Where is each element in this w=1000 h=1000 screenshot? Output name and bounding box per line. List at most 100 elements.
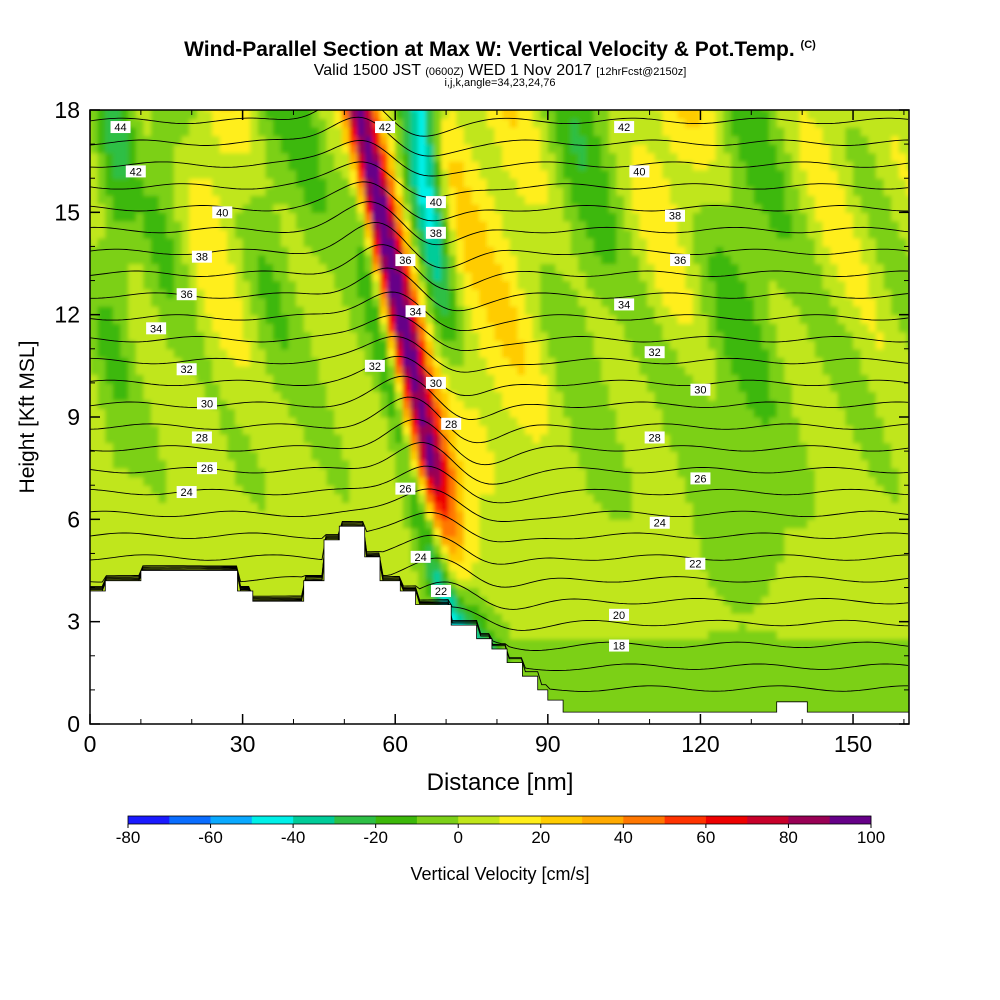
velocity-cell [395, 434, 404, 444]
velocity-cell [471, 553, 480, 563]
velocity-cell [318, 161, 328, 171]
utc-time: (0600Z) [425, 66, 464, 78]
velocity-cell [532, 374, 541, 384]
velocity-cell [135, 220, 144, 230]
velocity-cell [380, 195, 389, 205]
velocity-cell [219, 544, 228, 554]
velocity-cell [380, 272, 389, 282]
velocity-cell [570, 195, 579, 205]
velocity-cell [349, 314, 358, 324]
velocity-cell [532, 203, 541, 213]
velocity-cell [250, 144, 259, 154]
velocity-cell [586, 655, 595, 665]
velocity-cell [517, 289, 526, 299]
velocity-cell [456, 110, 465, 120]
velocity-cell [189, 161, 198, 171]
velocity-cell [265, 323, 274, 333]
velocity-cell [494, 186, 503, 196]
velocity-cell [280, 289, 289, 299]
velocity-cell [235, 365, 244, 375]
velocity-cell [380, 493, 389, 503]
velocity-cell [410, 348, 419, 358]
velocity-cell [90, 425, 99, 435]
velocity-cell [517, 161, 526, 171]
velocity-cell [334, 306, 343, 316]
velocity-cell [532, 323, 541, 333]
velocity-cell [532, 613, 541, 623]
velocity-cell [227, 255, 236, 265]
velocity-cell [181, 169, 190, 179]
velocity-cell [532, 152, 541, 162]
velocity-cell [97, 331, 106, 341]
velocity-cell [143, 527, 152, 537]
velocity-cell [555, 272, 564, 282]
velocity-cell [532, 348, 541, 358]
velocity-cell [334, 127, 343, 137]
velocity-cell [448, 289, 457, 299]
velocity-cell [494, 220, 503, 230]
velocity-cell [128, 425, 137, 435]
velocity-cell [494, 724, 502, 733]
velocity-cell [479, 246, 488, 256]
velocity-cell [349, 229, 358, 239]
velocity-cell [586, 681, 595, 691]
velocity-cell [250, 289, 259, 299]
velocity-cell [143, 468, 152, 478]
velocity-cell [517, 237, 526, 247]
velocity-cell [471, 340, 480, 350]
velocity-cell [181, 118, 190, 128]
velocity-cell [105, 127, 114, 137]
velocity-cell [158, 391, 167, 401]
velocity-cell [387, 527, 396, 537]
velocity-cell [135, 340, 144, 350]
velocity-cell [418, 391, 427, 401]
velocity-cell [318, 493, 328, 503]
velocity-cell [166, 476, 175, 486]
velocity-cell [120, 502, 129, 512]
velocity-cell [471, 451, 480, 461]
velocity-cell [502, 331, 511, 341]
velocity-cell [250, 527, 259, 537]
velocity-cell [296, 391, 305, 401]
velocity-cell [181, 357, 190, 367]
velocity-cell [135, 562, 144, 572]
velocity-cell [334, 272, 343, 282]
velocity-cell [395, 169, 404, 179]
velocity-cell [250, 348, 259, 358]
velocity-cell [219, 536, 228, 546]
velocity-cell [372, 306, 381, 316]
velocity-cell [494, 553, 503, 563]
velocity-cell [288, 724, 296, 733]
velocity-cell [471, 237, 480, 247]
velocity-cell [570, 630, 579, 640]
velocity-cell [532, 604, 541, 614]
velocity-cell [357, 263, 366, 273]
velocity-cell [173, 152, 183, 162]
velocity-cell [326, 357, 335, 367]
velocity-cell [563, 255, 572, 265]
velocity-cell [410, 186, 419, 196]
velocity-cell [242, 323, 251, 333]
velocity-cell [387, 229, 396, 239]
velocity-cell [532, 579, 541, 589]
velocity-cell [135, 127, 144, 137]
velocity-cell [463, 229, 473, 239]
velocity-cell [151, 237, 160, 247]
velocity-cell [97, 459, 106, 469]
velocity-cell [364, 323, 373, 333]
velocity-cell [372, 434, 381, 444]
velocity-cell [112, 135, 122, 145]
velocity-cell [173, 544, 183, 554]
velocity-cell [418, 314, 427, 324]
velocity-cell [532, 562, 541, 572]
velocity-cell [326, 203, 335, 213]
velocity-cell [563, 203, 572, 213]
velocity-cell [387, 220, 396, 230]
velocity-cell [578, 374, 587, 384]
velocity-cell [318, 331, 328, 341]
velocity-cell [273, 587, 282, 597]
velocity-cell [120, 544, 129, 554]
velocity-cell [311, 255, 320, 265]
velocity-cell [425, 127, 434, 137]
velocity-cell [441, 536, 450, 546]
